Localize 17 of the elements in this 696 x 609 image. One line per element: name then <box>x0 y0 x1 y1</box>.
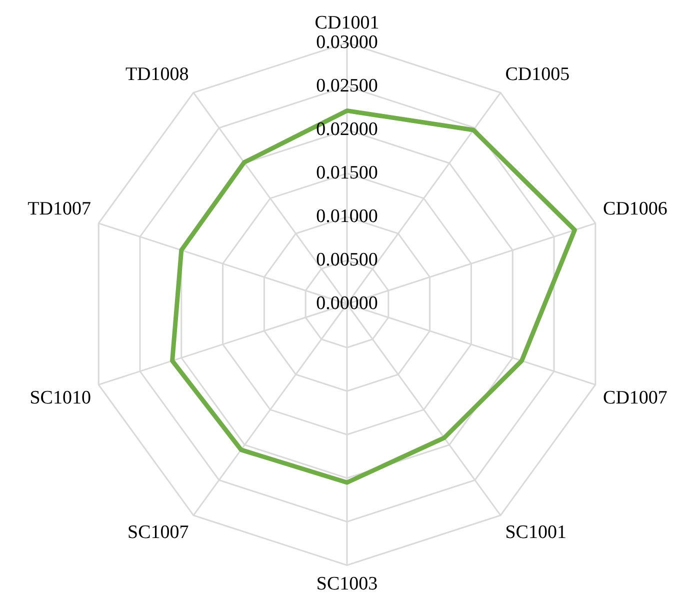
spoke-label: TD1008 <box>125 64 189 85</box>
spoke-label: SC1007 <box>128 522 189 544</box>
y-tick-label: 0.01000 <box>316 206 378 227</box>
y-tick-label: 0.02500 <box>316 75 378 96</box>
y-tick-label: 0.03000 <box>316 32 378 53</box>
spoke-label: SC1010 <box>30 388 91 409</box>
y-tick-label: 0.00000 <box>316 292 378 314</box>
spoke-label: TD1007 <box>28 198 91 220</box>
y-tick-label: 0.00500 <box>316 249 378 270</box>
y-tick-label: 0.02000 <box>316 118 378 140</box>
spoke-label: CD1007 <box>603 388 668 409</box>
spoke-label: CD1005 <box>505 64 570 85</box>
spoke-label: SC1003 <box>316 574 378 595</box>
spoke-label: CD1001 <box>314 12 380 34</box>
spoke-label: SC1001 <box>505 522 566 544</box>
spoke-label: CD1006 <box>603 198 668 220</box>
y-tick-label: 0.01500 <box>316 162 378 184</box>
